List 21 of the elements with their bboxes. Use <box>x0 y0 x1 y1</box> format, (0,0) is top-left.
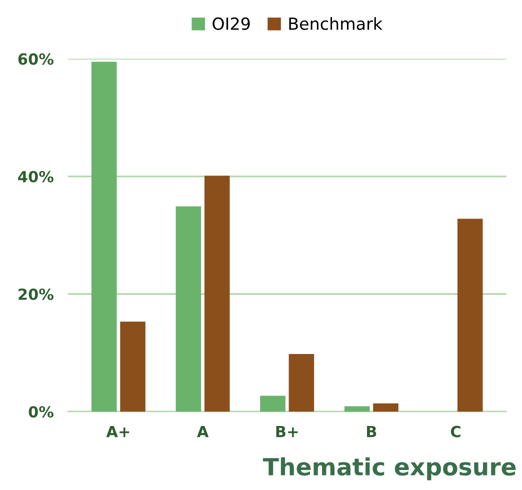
bar <box>91 62 117 412</box>
y-tick-label: 40% <box>18 170 54 182</box>
x-tick-label: C <box>450 426 460 438</box>
bar <box>176 206 202 412</box>
bar <box>260 396 286 412</box>
x-tick-label: A+ <box>106 426 130 438</box>
x-axis-title: Thematic exposure <box>262 457 516 480</box>
legend-label: Benchmark <box>289 17 382 30</box>
bar <box>373 403 398 412</box>
bar <box>120 322 146 412</box>
y-tick-label: 0% <box>28 406 54 418</box>
x-tick-label: B+ <box>276 426 298 438</box>
y-tick-label: 20% <box>18 288 54 300</box>
bar <box>204 176 230 412</box>
bar <box>457 218 483 412</box>
x-tick-label: B <box>367 426 376 438</box>
x-tick-label: A <box>196 426 209 438</box>
legend-label: OI29 <box>212 17 250 30</box>
bar <box>344 406 370 412</box>
y-tick-label: 60% <box>18 53 54 65</box>
bar <box>288 354 314 412</box>
